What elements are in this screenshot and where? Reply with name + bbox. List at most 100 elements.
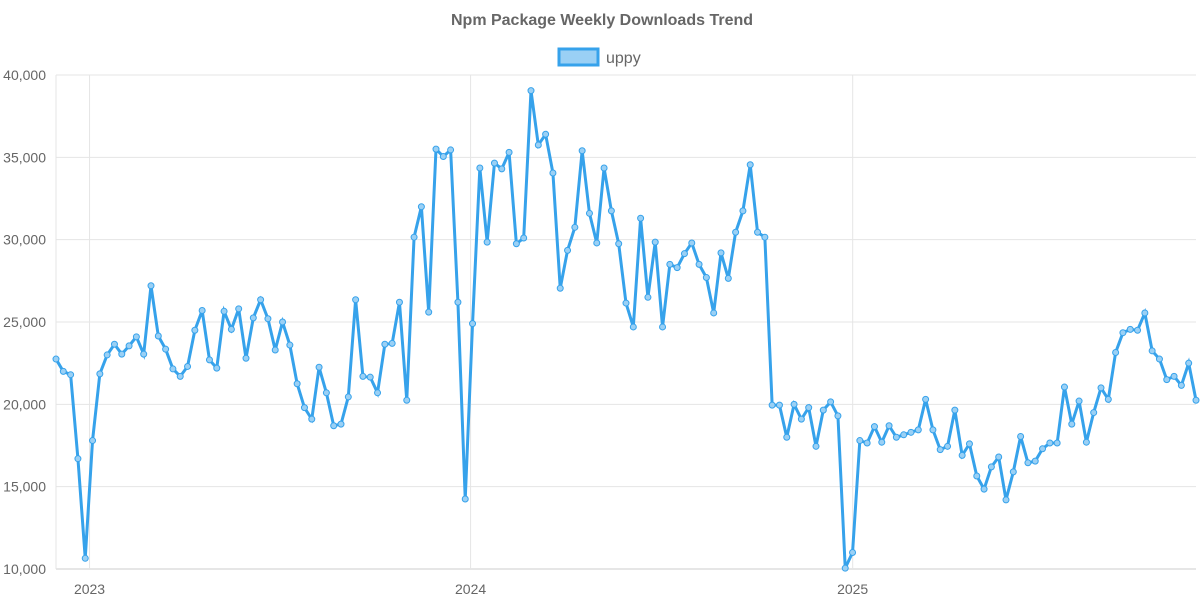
data-point bbox=[1148, 347, 1156, 355]
data-point bbox=[644, 293, 652, 301]
data-point bbox=[520, 234, 528, 242]
data-point bbox=[132, 333, 140, 341]
data-point bbox=[286, 341, 294, 349]
data-point bbox=[359, 372, 367, 380]
data-point bbox=[812, 442, 820, 450]
data-point bbox=[337, 420, 345, 428]
x-tick-label: 2023 bbox=[74, 581, 105, 597]
data-point bbox=[710, 309, 718, 317]
data-point bbox=[505, 148, 513, 156]
data-point bbox=[819, 406, 827, 414]
data-point bbox=[688, 239, 696, 247]
data-point bbox=[965, 440, 973, 448]
series-uppy bbox=[52, 87, 1200, 572]
data-point bbox=[352, 296, 360, 304]
data-point bbox=[1155, 355, 1163, 363]
data-point bbox=[878, 438, 886, 446]
data-point bbox=[425, 308, 433, 316]
data-point bbox=[176, 372, 184, 380]
data-point bbox=[279, 318, 287, 326]
data-point bbox=[922, 395, 930, 403]
data-point bbox=[527, 87, 535, 95]
y-tick-label: 35,000 bbox=[3, 149, 46, 165]
data-point bbox=[1119, 329, 1127, 337]
data-point bbox=[863, 439, 871, 447]
data-point bbox=[1104, 395, 1112, 403]
data-point bbox=[1141, 309, 1149, 317]
data-point bbox=[827, 398, 835, 406]
data-point bbox=[322, 389, 330, 397]
x-tick-label: 2025 bbox=[837, 581, 868, 597]
data-point bbox=[607, 207, 615, 215]
data-point bbox=[67, 371, 75, 379]
data-point bbox=[556, 284, 564, 292]
data-point bbox=[732, 228, 740, 236]
data-point bbox=[242, 354, 250, 362]
data-point bbox=[264, 315, 272, 323]
data-point bbox=[585, 209, 593, 217]
data-point bbox=[410, 233, 418, 241]
data-point bbox=[1177, 381, 1185, 389]
y-tick-label: 40,000 bbox=[3, 67, 46, 83]
data-point bbox=[754, 228, 762, 236]
data-point bbox=[1031, 457, 1039, 465]
data-point bbox=[622, 299, 630, 307]
data-point bbox=[914, 426, 922, 434]
data-point bbox=[315, 363, 323, 371]
data-point bbox=[944, 442, 952, 450]
data-point bbox=[1060, 383, 1068, 391]
data-point bbox=[973, 472, 981, 480]
data-point bbox=[74, 455, 82, 463]
data-point bbox=[469, 320, 477, 328]
data-point bbox=[154, 332, 162, 340]
legend-swatch bbox=[557, 47, 600, 67]
data-point bbox=[461, 495, 469, 503]
data-point bbox=[417, 203, 425, 211]
data-point bbox=[637, 214, 645, 222]
data-point bbox=[834, 412, 842, 420]
data-point bbox=[1046, 439, 1054, 447]
data-point bbox=[300, 404, 308, 412]
data-point bbox=[1192, 396, 1200, 404]
data-point bbox=[1002, 496, 1010, 504]
data-point bbox=[958, 451, 966, 459]
data-point bbox=[110, 340, 118, 348]
data-point bbox=[951, 406, 959, 414]
data-point bbox=[454, 298, 462, 306]
data-point bbox=[432, 145, 440, 153]
data-point bbox=[571, 223, 579, 231]
chart-title: Npm Package Weekly Downloads Trend bbox=[451, 12, 753, 29]
legend[interactable]: uppy bbox=[557, 47, 641, 67]
data-point bbox=[615, 240, 623, 248]
data-point bbox=[89, 437, 97, 445]
data-point bbox=[980, 485, 988, 493]
data-point bbox=[498, 165, 506, 173]
data-point bbox=[191, 326, 199, 334]
data-point bbox=[308, 415, 316, 423]
grid bbox=[55, 74, 1196, 570]
y-tick-label: 10,000 bbox=[3, 561, 46, 577]
data-point bbox=[388, 339, 396, 347]
data-point bbox=[271, 346, 279, 354]
data-point bbox=[439, 153, 447, 161]
data-point bbox=[293, 380, 301, 388]
data-point bbox=[125, 342, 133, 350]
data-point bbox=[995, 453, 1003, 461]
data-point bbox=[1112, 348, 1120, 356]
data-point bbox=[1170, 372, 1178, 380]
data-point bbox=[118, 350, 126, 358]
series-line bbox=[54, 90, 1198, 569]
data-point bbox=[746, 161, 754, 169]
data-point bbox=[849, 549, 857, 557]
data-point bbox=[900, 431, 908, 439]
data-point bbox=[81, 554, 89, 562]
data-point bbox=[761, 233, 769, 241]
data-point bbox=[1017, 432, 1025, 440]
data-point bbox=[330, 422, 338, 430]
data-point bbox=[220, 307, 228, 315]
data-point bbox=[476, 164, 484, 172]
x-axis: 2023 2024 2025 bbox=[74, 581, 868, 597]
y-tick-label: 30,000 bbox=[3, 232, 46, 248]
data-point bbox=[600, 164, 608, 172]
